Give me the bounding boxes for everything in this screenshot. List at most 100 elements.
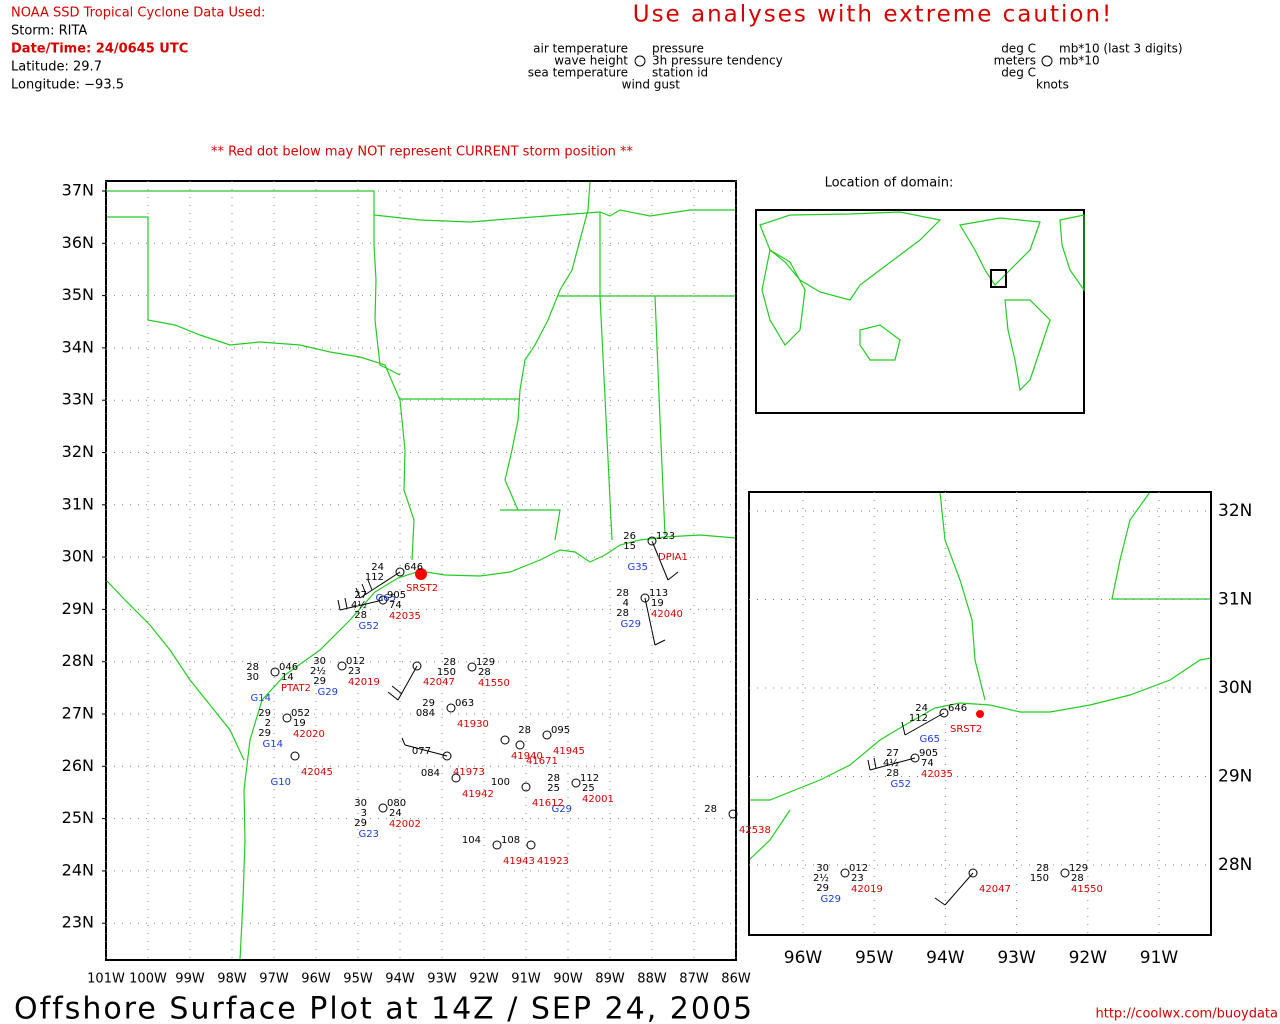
station-id: 42001 <box>582 794 614 805</box>
lon-label: 96W <box>784 948 823 968</box>
lat-label: 23N <box>62 913 94 932</box>
station-obs: 108 <box>501 835 520 846</box>
station-obs: 15 <box>623 541 636 552</box>
station-marker <box>640 593 650 603</box>
wind-barb <box>355 571 401 599</box>
lon-label: 86W <box>721 972 751 987</box>
world-inset <box>759 211 1085 392</box>
station-gust: G29 <box>552 804 572 815</box>
station-obs: 26 <box>623 531 636 542</box>
lon-label: 93W <box>427 972 457 987</box>
station-gust: G65 <box>376 593 396 604</box>
station-marker <box>500 735 510 745</box>
lat-label: 35N <box>62 285 94 304</box>
station-marker <box>728 809 738 819</box>
station-obs: 29 <box>258 728 271 739</box>
station-gust: G35 <box>628 562 648 573</box>
legend-circle <box>1041 55 1053 67</box>
lat-label: 28N <box>1218 855 1252 875</box>
station-obs: 28 <box>616 608 629 619</box>
station-id: PTAT2 <box>281 683 311 694</box>
station-obs: 084 <box>421 768 440 779</box>
station-obs: 2½ <box>310 665 326 677</box>
station-marker <box>467 662 477 672</box>
station-id: SRST2 <box>950 724 982 735</box>
lon-label: 94W <box>926 948 965 968</box>
border <box>1111 491 1211 600</box>
station-marker <box>451 773 461 783</box>
station-obs: 28 <box>518 725 531 736</box>
main-map-frame <box>105 180 737 961</box>
lon-label: 96W <box>301 972 331 987</box>
station-obs: 046 <box>279 662 298 673</box>
station-marker <box>542 730 552 740</box>
border <box>106 216 415 561</box>
station-obs: 28 <box>704 804 717 815</box>
station-obs: 25 <box>547 783 560 794</box>
lon-label: 92W <box>469 972 499 987</box>
station-obs: 25 <box>582 783 595 794</box>
station-marker <box>492 840 502 850</box>
lon-label: 98W <box>217 972 247 987</box>
zoom-map <box>748 491 1212 861</box>
station-gust: G52 <box>891 779 911 790</box>
station-obs: 28 <box>616 588 629 599</box>
station-obs: 150 <box>1030 873 1049 884</box>
legend-label: wave height <box>554 54 628 68</box>
lon-label: 100W <box>129 972 167 987</box>
station-marker <box>571 778 581 788</box>
station-id: 41943 <box>503 856 535 867</box>
legend-unit: mb*10 <box>1059 54 1100 68</box>
lon-label: 95W <box>855 948 894 968</box>
station-marker <box>337 661 347 671</box>
station-obs: 30 <box>246 672 259 683</box>
border <box>599 212 613 541</box>
storm-name: Storm: RITA <box>11 24 87 39</box>
continent <box>959 217 1041 286</box>
lon-label: 91W <box>511 972 541 987</box>
station-obs: 23 <box>851 873 864 884</box>
station-gust: G29 <box>318 687 338 698</box>
station-obs: 28 <box>354 610 367 621</box>
lon-label: 88W <box>637 972 667 987</box>
station-marker <box>1060 868 1070 878</box>
station-obs: 905 <box>919 748 938 759</box>
station-obs: 012 <box>849 863 868 874</box>
station-id: 41945 <box>553 746 585 757</box>
domain-box <box>990 269 1007 288</box>
border <box>500 181 591 541</box>
station-obs: 28 <box>443 657 456 668</box>
zoom-map-frame <box>748 491 1212 936</box>
station-id: 42035 <box>921 769 953 780</box>
station-marker <box>840 868 850 878</box>
lat-label: 29N <box>62 599 94 618</box>
station-gust: G10 <box>271 777 291 788</box>
lat-label: 33N <box>62 390 94 409</box>
coastline <box>239 534 737 961</box>
station-obs: 24 <box>371 562 384 573</box>
legend-label: station id <box>652 66 708 80</box>
station-obs: 30 <box>354 798 367 809</box>
lat-label: 32N <box>1218 501 1252 521</box>
wind-barb <box>644 597 666 646</box>
station-obs: 3 <box>361 808 367 819</box>
station-obs: 095 <box>551 725 570 736</box>
lon-label: 91W <box>1140 948 1179 968</box>
wind-barbs <box>337 540 974 906</box>
border <box>373 215 401 376</box>
station-obs: 2 <box>265 718 271 729</box>
station-obs: 123 <box>656 531 675 542</box>
station-id: 41973 <box>453 767 485 778</box>
station-obs: 29 <box>258 708 271 719</box>
legend-circle <box>634 55 646 67</box>
station-id: 42019 <box>348 677 380 688</box>
station-obs: 077 <box>412 746 431 757</box>
border <box>105 579 245 761</box>
station-gust: G29 <box>821 894 841 905</box>
station-obs: 14 <box>281 672 294 683</box>
station-id: SRST2 <box>406 583 438 594</box>
warning: Use analyses with extreme caution! <box>633 2 1114 28</box>
lat-label: 30N <box>62 547 94 566</box>
station-id: 41612 <box>532 798 564 809</box>
